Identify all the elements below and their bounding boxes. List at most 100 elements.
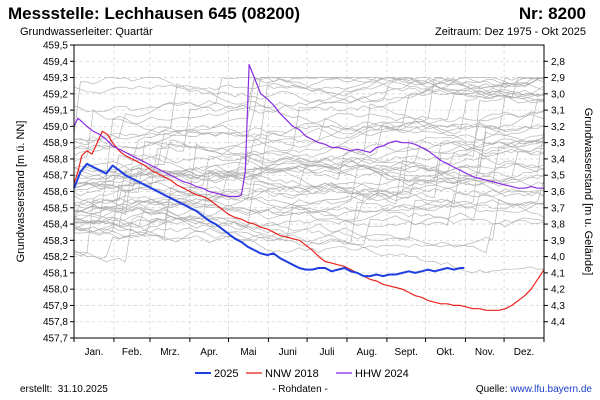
x-tick-label: Mai [240,347,256,358]
historical-year-line [73,124,545,221]
historical-year-line [73,77,545,233]
historical-year-line [73,77,545,145]
y-tick-label: 459,5 [43,41,68,52]
historical-year-line [73,140,545,227]
x-tick-label: Juli [320,347,335,358]
historical-year-line [73,98,545,174]
y2-tick-label: 3,4 [551,154,565,165]
y2-tick-label: 3,3 [551,138,565,149]
y2-tick-label: 2,9 [551,73,565,84]
y-tick-label: 457,8 [43,317,68,328]
y2-tick-label: 3,7 [551,203,565,214]
source-label: Quelle: [475,384,508,395]
y-tick-label: 459,3 [43,73,68,84]
historical-year-line [73,148,545,263]
y-tick-label: 458,5 [43,203,68,214]
y2-tick-label: 3,2 [551,122,565,133]
period-label: Zeitraum: Dez 1975 - Okt 2025 [434,26,586,38]
historical-year-line [73,77,544,227]
source-info: Quelle: www.lfu.bayern.de [476,384,592,395]
y-tick-label: 458,4 [43,220,68,231]
y-tick-label: 458,1 [43,268,68,279]
x-tick-label: Juni [279,347,297,358]
y2-tick-label: 3,9 [551,236,565,247]
historical-year-line [73,118,545,156]
y2-tick-label: 3,0 [551,89,565,100]
y2-tick-label: 3,8 [551,220,565,231]
historical-year-line [73,168,545,214]
y2-tick-label: 3,5 [551,171,565,182]
historical-year-line [73,219,545,254]
y-tick-label: 457,7 [43,334,68,345]
historical-year-line [73,160,545,238]
historical-year-line [73,154,545,240]
series-line-nnw-2018 [73,130,545,311]
historical-year-line [73,140,545,201]
historical-year-line [73,186,545,214]
y-tick-label: 459,0 [43,122,68,133]
legend: 2025 NNW 2018 HHW 2024 [195,368,409,380]
y2-tick-label: 3,1 [551,106,565,117]
historical-year-line [74,147,545,228]
y-tick-label: 458,3 [43,236,68,247]
x-tick-label: Mrz. [160,347,179,358]
historical-year-line [73,201,545,245]
y-tick-label: 458,0 [43,285,68,296]
historical-year-line [73,134,545,197]
historical-year-line [73,84,545,124]
y-tick-label: 459,4 [43,57,68,68]
y-tick-label: 459,2 [43,89,68,100]
y-tick-label: 458,8 [43,154,68,165]
x-tick-label: Jan. [85,347,104,358]
x-tick-label: Feb. [122,347,142,358]
y-tick-label: 458,2 [43,252,68,263]
y-tick-label: 458,7 [43,171,68,182]
x-tick-label: Apr. [200,347,218,358]
historical-year-line [73,83,545,163]
station-number: Nr: 8200 [518,4,586,23]
y-tick-label: 458,9 [43,138,68,149]
x-tick-label: Sept. [395,347,418,358]
historical-year-line [73,199,545,241]
y2-tick-label: 4,4 [551,317,565,328]
historical-year-line [73,180,545,246]
legend-label: NNW 2018 [265,368,319,380]
y2-tick-label: 3,6 [551,187,565,198]
x-tick-label: Nov. [475,347,495,358]
historical-year-line [73,165,545,224]
x-tick-label: Aug. [357,347,378,358]
y2-tick-label: 4,2 [551,285,565,296]
aquifer-label: Grundwasserleiter: Quartär [20,26,153,38]
legend-label: 2025 [214,368,238,380]
historical-year-line [73,77,545,186]
historical-year-line [73,77,545,219]
historical-year-line [73,77,545,142]
historical-year-line [73,143,545,184]
created-info: erstellt: 31.10.2025 [20,384,108,395]
y2-tick-label: 4,0 [551,252,565,263]
raw-data-label: - Rohdaten - [272,384,328,395]
historical-year-line [73,90,545,178]
y2-tick-label: 4,1 [551,268,565,279]
y-tick-label: 459,1 [43,106,68,117]
page-title: Messstelle: Lechhausen 645 (08200) [8,4,300,23]
y2-tick-label: 4,3 [551,301,565,312]
y2-axis-label: Grundwasserstand [m u. Gelände] [582,108,594,276]
historical-year-line [73,111,545,190]
historical-year-line [73,198,545,259]
historical-year-line [73,123,545,256]
created-date: 31.10.2025 [57,384,108,395]
y-tick-label: 457,9 [43,301,68,312]
series-line-hhw-2024 [73,63,544,197]
source-link[interactable]: www.lfu.bayern.de [510,384,592,395]
y-tick-label: 458,6 [43,187,68,198]
historical-year-line [73,138,545,167]
created-label: erstellt: [20,384,53,395]
legend-label: HHW 2024 [355,368,409,380]
historical-year-line [73,220,545,274]
x-tick-label: Okt. [436,347,454,358]
historical-year-line [73,189,545,228]
series-line-2025 [73,162,465,278]
historical-year-line [73,124,545,187]
